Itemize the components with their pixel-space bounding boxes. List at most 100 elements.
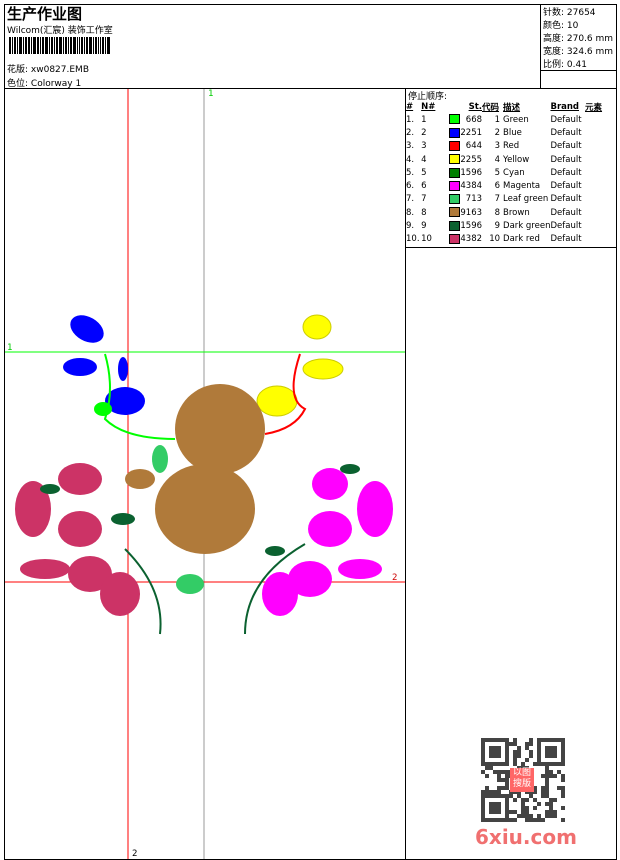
qr-module [481, 798, 485, 802]
qr-module [481, 754, 485, 758]
guide-label: 2 [132, 849, 137, 859]
qr-module [497, 774, 501, 778]
qr-module [485, 762, 489, 766]
qr-module [557, 762, 561, 766]
qr-module [541, 794, 545, 798]
barcode-bar [84, 37, 85, 54]
brand: Default [550, 141, 582, 152]
yellow-leaves [256, 314, 344, 417]
qr-module [529, 790, 533, 794]
qr-module [529, 750, 533, 754]
qr-module [561, 786, 565, 790]
qr-module [505, 786, 509, 790]
column-header: 代码 [482, 103, 500, 113]
qr-module [561, 806, 565, 810]
barcode-bar [17, 37, 18, 54]
qr-module [489, 766, 493, 770]
qr-module [537, 738, 541, 742]
qr-module [549, 802, 553, 806]
qr-module [481, 814, 485, 818]
qr-module [505, 798, 509, 802]
qr-module [497, 746, 501, 750]
barcode-bar [81, 37, 83, 54]
barcode-bar [63, 37, 64, 54]
qr-module [481, 770, 485, 774]
color-description: Cyan [503, 167, 525, 178]
qr-module [545, 750, 549, 754]
barcode-bar [56, 37, 58, 54]
qr-module [561, 738, 565, 742]
barcode-bar [68, 37, 69, 54]
qr-module [521, 810, 525, 814]
stitch-count: 2255 [460, 154, 483, 165]
color-code: 2 [494, 127, 501, 138]
stitch-count: 2251 [460, 127, 483, 138]
qr-module [517, 790, 521, 794]
qr-module [517, 794, 521, 798]
qr-module [545, 738, 549, 742]
row-index: 7. [406, 194, 415, 205]
qr-module [537, 750, 541, 754]
column-header: St. [468, 102, 483, 112]
qr-module [537, 814, 541, 818]
brand: Default [550, 194, 582, 205]
qr-module [545, 754, 549, 758]
guide-label: 2 [392, 573, 397, 583]
qr-module [549, 798, 553, 802]
qr-module [553, 810, 557, 814]
qr-module [481, 738, 485, 742]
qr-module [505, 782, 509, 786]
barcode-bar [102, 37, 104, 54]
table-row: 8. 8 9163 8 Brown Default [406, 206, 602, 219]
barcode-bar [51, 37, 53, 54]
qr-module [529, 794, 533, 798]
qr-module [525, 790, 529, 794]
qr-module [525, 818, 529, 822]
qr-module [497, 790, 501, 794]
qr-module [509, 790, 513, 794]
qr-module [537, 802, 541, 806]
row-index: 4. [406, 154, 415, 165]
qr-module [561, 762, 565, 766]
table-row: 10. 10 4382 10 Dark red Default [406, 233, 602, 246]
qr-module [549, 814, 553, 818]
design-height: 高度: 270.6 mm [543, 34, 614, 44]
barcode-bar [95, 37, 97, 54]
barcode-bar [98, 37, 99, 54]
qr-module [489, 750, 493, 754]
table-row: 5. 5 1596 5 Cyan Default [406, 166, 602, 179]
qr-module [489, 754, 493, 758]
qr-module [505, 738, 509, 742]
barcode-bar [93, 37, 94, 54]
embroidery-preview: 1 1 2 2 [5, 89, 405, 859]
barcode-bar [37, 37, 39, 54]
qr-module [521, 814, 525, 818]
table-row: 9. 9 1596 9 Dark green Default [406, 219, 602, 232]
column-header: 元素 [585, 103, 603, 113]
column-header: Brand [550, 102, 580, 112]
blue-leaves [63, 315, 145, 415]
stitch-count: 9163 [460, 207, 483, 218]
qr-module [505, 802, 509, 806]
color-code: 6 [494, 181, 501, 192]
qr-module [497, 738, 501, 742]
qr-module [489, 806, 493, 810]
qr-module [553, 774, 557, 778]
color-description: Brown [503, 207, 530, 218]
qr-module [561, 754, 565, 758]
qr-module [533, 762, 537, 766]
barcode-bar [14, 37, 16, 54]
qr-module [521, 802, 525, 806]
barcode-bar [59, 37, 62, 54]
qr-module [549, 738, 553, 742]
qr-module [549, 810, 553, 814]
qr-module [505, 770, 509, 774]
qr-module [553, 746, 557, 750]
qr-module [481, 762, 485, 766]
stitch-count: 713 [465, 194, 483, 205]
qr-module [549, 750, 553, 754]
qr-module [493, 762, 497, 766]
magenta-leaves [262, 468, 393, 616]
qr-module [481, 802, 485, 806]
qr-module [549, 774, 553, 778]
